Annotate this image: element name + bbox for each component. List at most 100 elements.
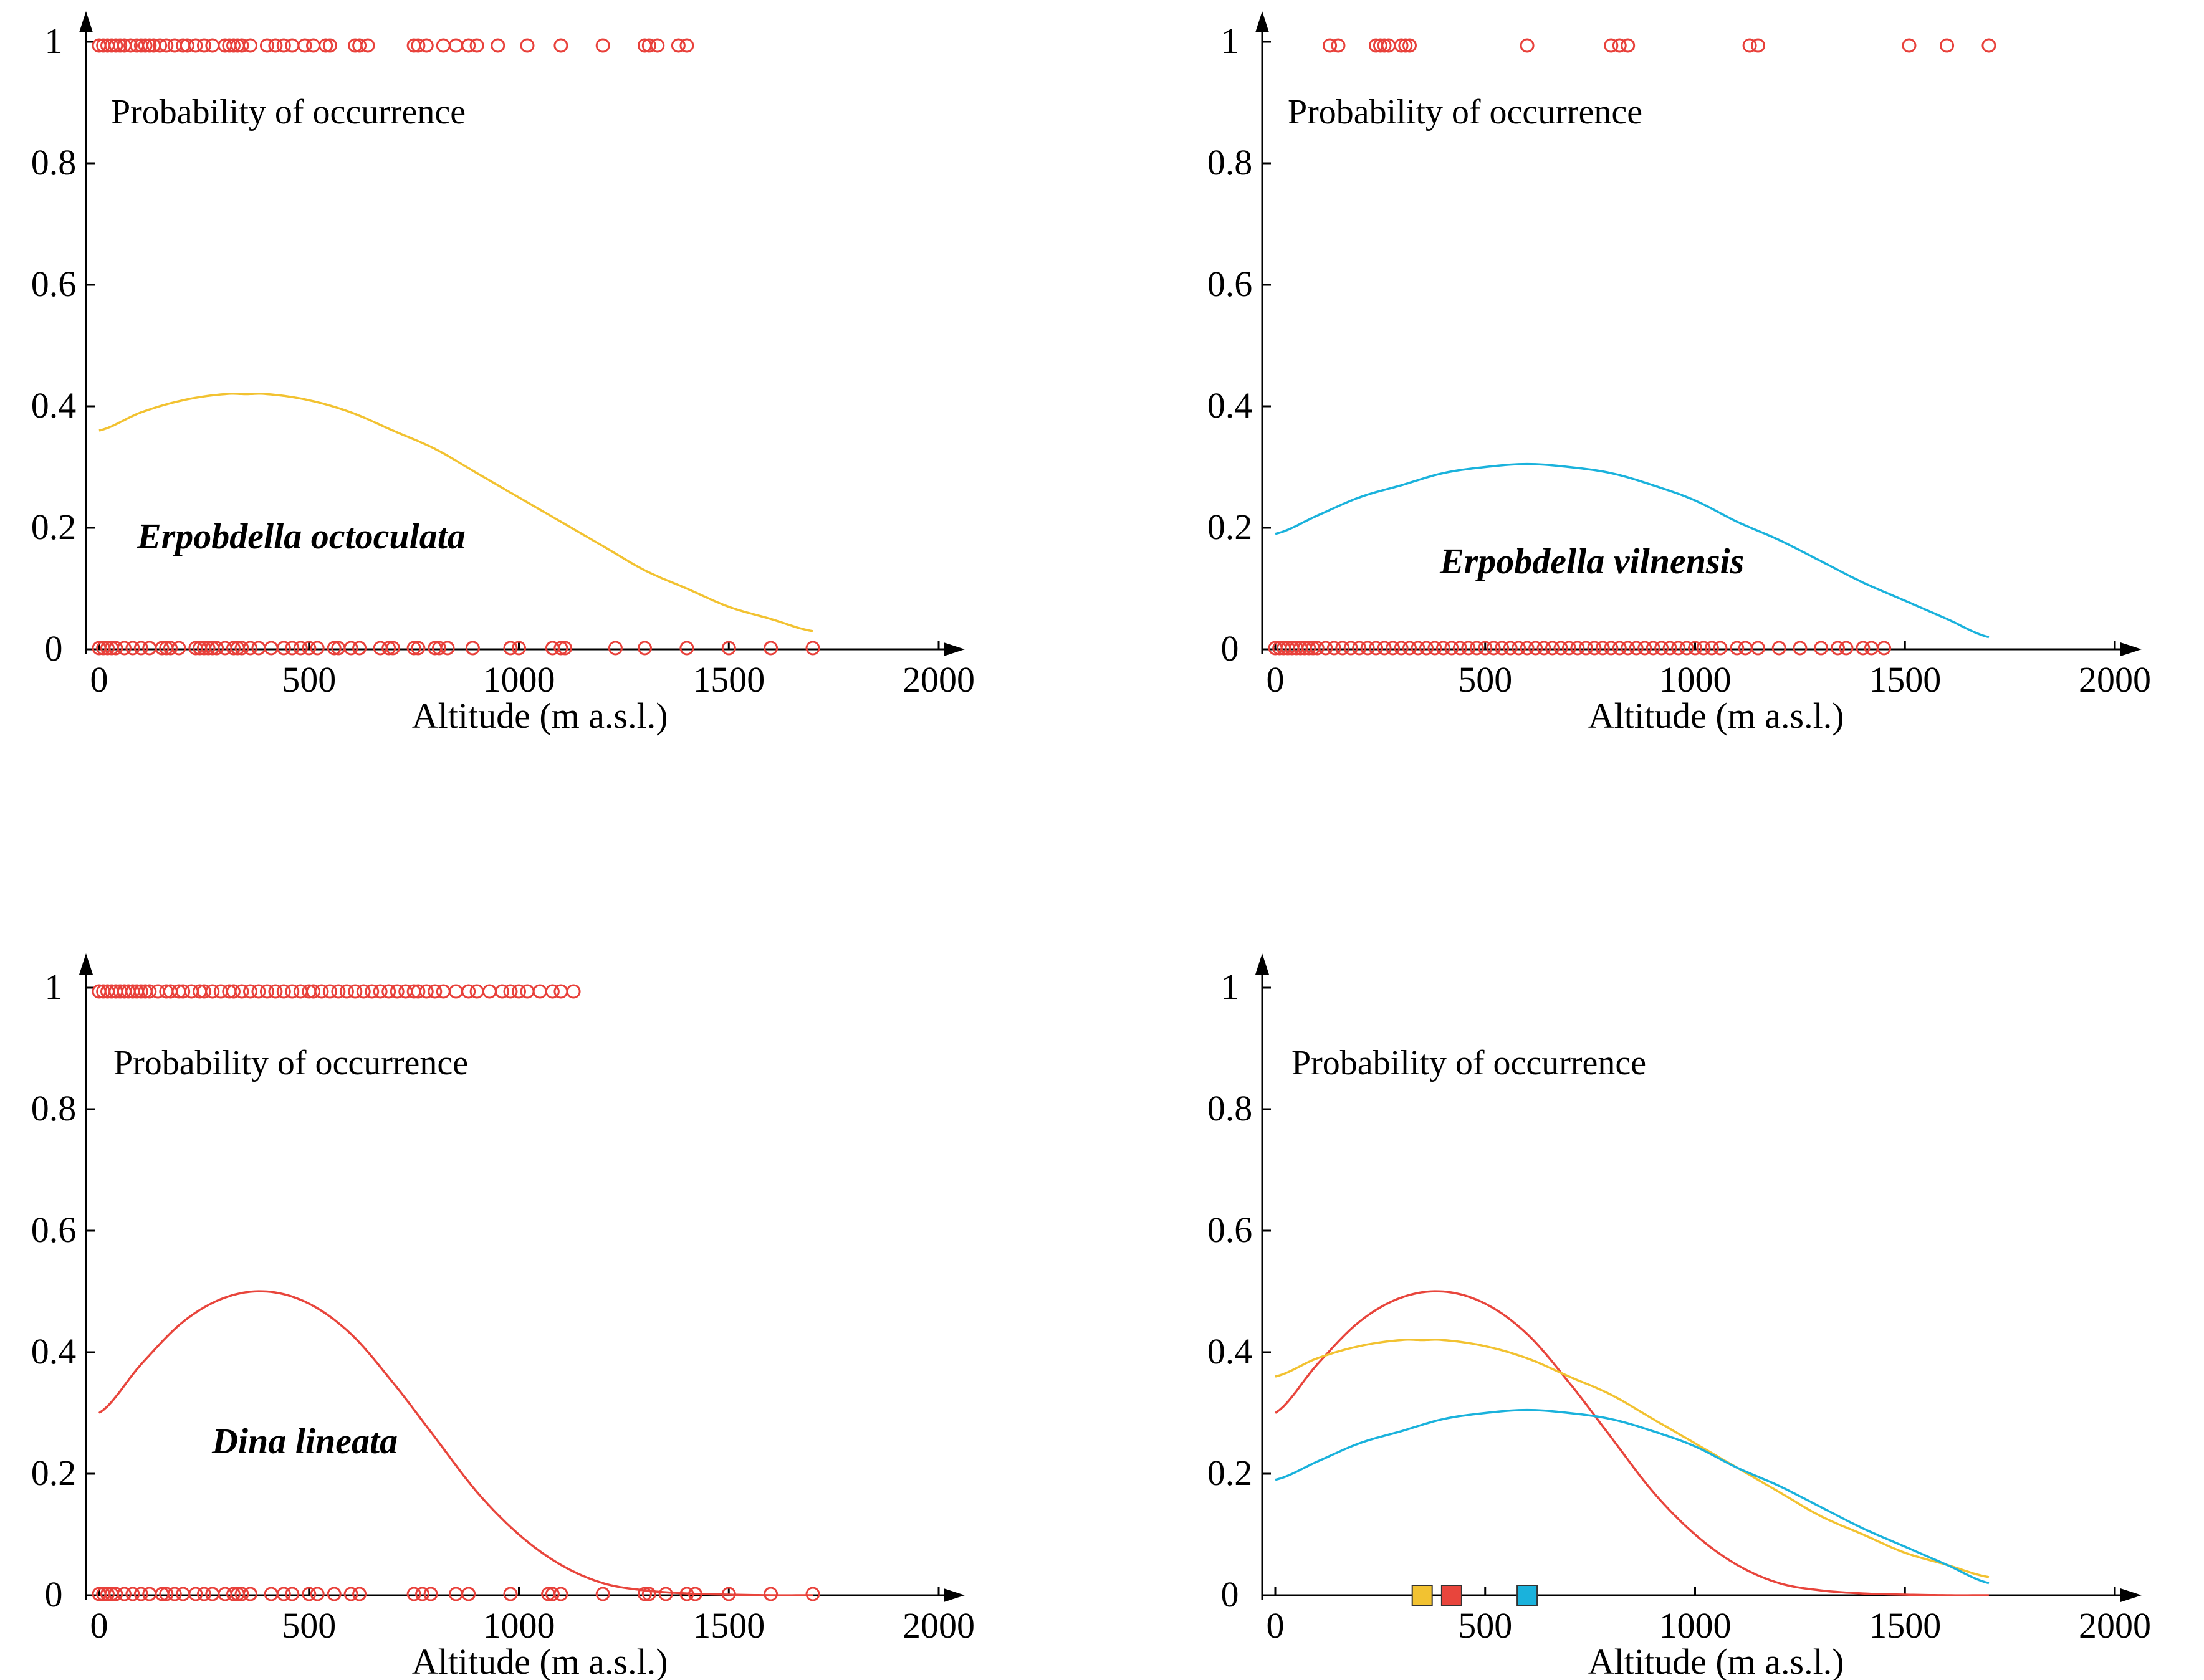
absence-point xyxy=(1461,641,1476,656)
absence-point xyxy=(503,641,518,656)
presence-point xyxy=(180,38,194,53)
fitted-curve xyxy=(98,1290,813,1596)
x-tick-label: 1500 xyxy=(692,1605,765,1646)
absence-point xyxy=(1570,641,1585,656)
absence-point xyxy=(1704,641,1719,656)
y-tick-label: 0 xyxy=(1221,628,1239,669)
absence-point xyxy=(1713,641,1728,656)
absence-point xyxy=(1561,641,1576,656)
presence-point xyxy=(482,984,497,999)
x-tick-label: 1000 xyxy=(483,659,555,700)
absence-point xyxy=(1814,641,1829,656)
presence-point xyxy=(503,984,518,999)
y-axis-title: Probability of occurrence xyxy=(1288,93,1642,131)
absence-point xyxy=(209,641,224,656)
absence-point xyxy=(108,641,123,656)
absence-point xyxy=(465,641,480,656)
x-tick-label: 500 xyxy=(1458,1605,1512,1646)
presence-point xyxy=(331,984,346,999)
y-tick-label: 0.4 xyxy=(1207,1331,1253,1372)
absence-point xyxy=(638,641,652,656)
absence-point xyxy=(133,1587,148,1601)
presence-point xyxy=(650,38,665,53)
optimum-marker xyxy=(1411,1585,1433,1606)
presence-point xyxy=(226,38,241,53)
absence-point xyxy=(679,1587,694,1601)
absence-point xyxy=(553,1587,568,1601)
absence-point xyxy=(1402,641,1417,656)
presence-point xyxy=(461,38,476,53)
absence-point xyxy=(1310,641,1325,656)
absence-point xyxy=(1688,641,1702,656)
absence-point xyxy=(1646,641,1660,656)
presence-point xyxy=(553,38,568,53)
presence-point xyxy=(566,984,581,999)
y-tick-label: 0 xyxy=(1221,1574,1239,1615)
absence-point xyxy=(276,641,291,656)
presence-point xyxy=(159,38,174,53)
absence-point xyxy=(1386,641,1401,656)
x-tick-label: 1000 xyxy=(1659,659,1732,700)
absence-point xyxy=(1545,641,1560,656)
presence-point xyxy=(1398,38,1413,53)
presence-point xyxy=(1331,38,1346,53)
absence-point xyxy=(1751,641,1765,656)
absence-point xyxy=(1612,641,1627,656)
presence-point xyxy=(276,38,291,53)
presence-point xyxy=(319,38,333,53)
panel-bottom-right: 0 0.2 0.4 0.6 0.8 1 0 500 1000 1500 2000 Altitude (… xyxy=(1207,953,2151,1680)
presence-point xyxy=(142,38,157,53)
presence-point xyxy=(1323,38,1338,53)
y-tick-label: 0.2 xyxy=(1207,1453,1253,1493)
species-label: Erpobdella vilnensis xyxy=(1439,541,1744,581)
y-tick-label: 1 xyxy=(1221,966,1239,1007)
absence-point xyxy=(1679,641,1694,656)
absence-point xyxy=(1528,641,1543,656)
presence-point xyxy=(436,984,451,999)
presence-point xyxy=(322,38,337,53)
y-axis-title: Probability of occurrence xyxy=(111,93,466,131)
absence-point xyxy=(679,641,694,656)
y-tick-label: 0.6 xyxy=(1207,264,1253,304)
presence-point xyxy=(306,38,320,53)
presence-point xyxy=(553,984,568,999)
absence-point xyxy=(310,641,325,656)
presence-point xyxy=(196,984,211,999)
x-tick-label: 0 xyxy=(1267,1605,1285,1646)
y-tick-label: 0.2 xyxy=(31,1453,77,1493)
absence-point xyxy=(100,1587,115,1601)
presence-point xyxy=(532,984,547,999)
x-tick-label: 2000 xyxy=(903,659,975,700)
absence-point xyxy=(352,641,367,656)
presence-point xyxy=(679,38,694,53)
series-line xyxy=(1274,1290,1989,1596)
absence-point xyxy=(176,1587,191,1601)
absence-point xyxy=(142,1587,157,1601)
absence-point xyxy=(1671,641,1686,656)
absence-point xyxy=(503,1587,518,1601)
series-line xyxy=(1275,1408,1990,1585)
y-tick-label: 0.4 xyxy=(31,385,77,426)
presence-point xyxy=(1981,38,1996,53)
presence-point xyxy=(469,38,484,53)
presence-point xyxy=(1604,38,1619,53)
y-tick-label: 1 xyxy=(1221,21,1239,61)
presence-point xyxy=(428,984,443,999)
x-tick-label: 500 xyxy=(282,659,336,700)
absence-point xyxy=(251,641,266,656)
presence-point xyxy=(306,984,320,999)
absence-point xyxy=(167,1587,182,1601)
absence-point xyxy=(1771,641,1786,656)
absence-point xyxy=(264,641,279,656)
absence-point xyxy=(721,1587,736,1601)
presence-point xyxy=(285,984,300,999)
presence-point xyxy=(469,984,484,999)
absence-point xyxy=(1326,641,1341,656)
absence-point xyxy=(1578,641,1593,656)
presence-point xyxy=(234,38,249,53)
y-axis-title: Probability of occurrence xyxy=(1291,1044,1646,1082)
absence-point xyxy=(1452,641,1467,656)
absence-point xyxy=(1637,641,1652,656)
presence-point xyxy=(1621,38,1636,53)
absence-point xyxy=(1536,641,1551,656)
